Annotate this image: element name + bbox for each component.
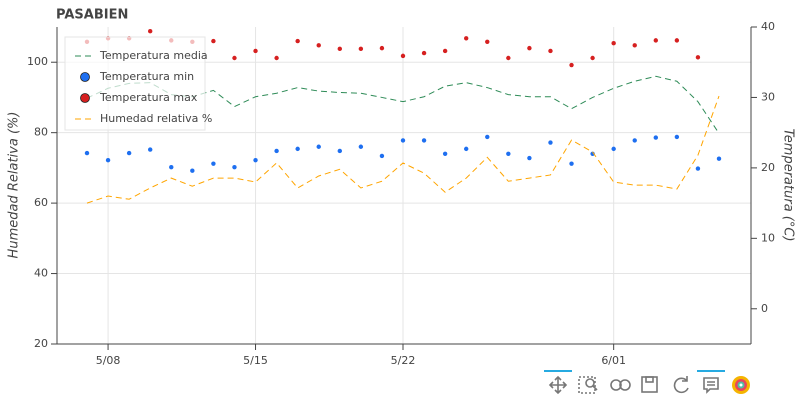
- x-tick-label: 6/01: [601, 354, 626, 367]
- point: [358, 46, 364, 52]
- point: [84, 150, 90, 156]
- point: [695, 55, 701, 60]
- y-axis-label: Humedad Relativa (%): [7, 112, 22, 259]
- point: [190, 168, 195, 173]
- point: [400, 138, 406, 143]
- chart-title: PASABIEN: [56, 8, 128, 23]
- legend-box: [64, 36, 206, 131]
- point: [716, 156, 722, 161]
- point: [169, 164, 174, 170]
- y-tick-label: 60: [34, 196, 48, 209]
- point: [232, 164, 237, 170]
- point: [337, 46, 342, 52]
- series-line: [86, 95, 720, 204]
- point: [464, 36, 469, 41]
- grid: 20 40 60 80 100 0 10 20 30 40 5/08 5/15 5/22 6/01: [27, 20, 775, 367]
- y-tick-label: 20: [34, 337, 48, 350]
- point: [527, 155, 532, 161]
- point: [464, 146, 469, 152]
- point: [442, 151, 448, 156]
- y2-axis-label: Temperatura (°C): [781, 128, 796, 241]
- point: [211, 161, 216, 166]
- y2-tick-label: 10: [761, 231, 775, 244]
- point: [611, 41, 616, 46]
- point: [569, 62, 574, 68]
- point: [506, 151, 511, 156]
- y2-tick-label: 20: [761, 161, 775, 174]
- hover-tool[interactable]: [703, 377, 719, 394]
- point: [485, 134, 490, 140]
- point: [126, 150, 132, 156]
- point: [274, 148, 279, 154]
- point: [358, 144, 364, 149]
- point: [590, 55, 595, 61]
- point: [274, 55, 279, 61]
- x-tick-label: 5/08: [96, 354, 121, 367]
- point: [653, 38, 658, 43]
- point: [506, 55, 511, 61]
- point: [232, 55, 237, 61]
- point: [674, 38, 680, 43]
- point: [379, 153, 385, 159]
- point: [105, 157, 111, 163]
- y-tick-label: 80: [34, 126, 48, 139]
- legend: Temperatura media Temperatura min Temperat…: [64, 36, 212, 131]
- y2-tick-label: 0: [761, 302, 768, 315]
- point: [316, 43, 321, 48]
- legend-label: Humedad relativa %: [100, 112, 212, 125]
- reset-tool[interactable]: [673, 376, 689, 394]
- point: [421, 138, 427, 143]
- legend-label: Temperatura min: [99, 70, 194, 83]
- legend-swatch: [80, 93, 90, 103]
- point: [548, 140, 553, 145]
- point: [379, 45, 385, 51]
- save-tool[interactable]: [641, 376, 658, 393]
- point: [569, 161, 574, 166]
- point: [253, 157, 258, 163]
- point: [295, 146, 300, 152]
- bokeh-logo[interactable]: [732, 376, 750, 394]
- point: [485, 39, 490, 44]
- point: [590, 151, 595, 156]
- point: [211, 38, 216, 44]
- point: [421, 50, 427, 56]
- toolbar: [544, 370, 750, 395]
- x-tick-label: 5/15: [243, 354, 268, 367]
- pan-tool[interactable]: [548, 375, 568, 395]
- y2-tick-label: 30: [761, 90, 775, 103]
- point: [253, 48, 258, 54]
- legend-swatch: [80, 72, 90, 82]
- plot-area: [84, 29, 722, 204]
- y-tick-label: 40: [34, 267, 48, 280]
- y-tick-label: 100: [27, 55, 48, 68]
- x-tick-label: 5/22: [391, 354, 416, 367]
- box-zoom-tool[interactable]: [578, 376, 598, 394]
- point: [148, 147, 153, 152]
- point: [316, 144, 321, 149]
- point: [695, 166, 701, 171]
- wheel-zoom-tool[interactable]: [610, 379, 631, 391]
- point: [527, 45, 532, 51]
- point: [653, 135, 658, 140]
- point: [632, 138, 637, 143]
- point: [442, 48, 448, 54]
- point: [295, 38, 300, 44]
- point: [611, 146, 616, 152]
- legend-label: Temperatura max: [99, 91, 198, 104]
- point: [148, 29, 153, 34]
- y2-tick-label: 40: [761, 20, 775, 33]
- point: [674, 134, 680, 140]
- point: [548, 48, 553, 54]
- point: [337, 148, 342, 154]
- legend-label: Temperatura media: [99, 49, 208, 62]
- point: [632, 43, 637, 48]
- point: [400, 53, 406, 59]
